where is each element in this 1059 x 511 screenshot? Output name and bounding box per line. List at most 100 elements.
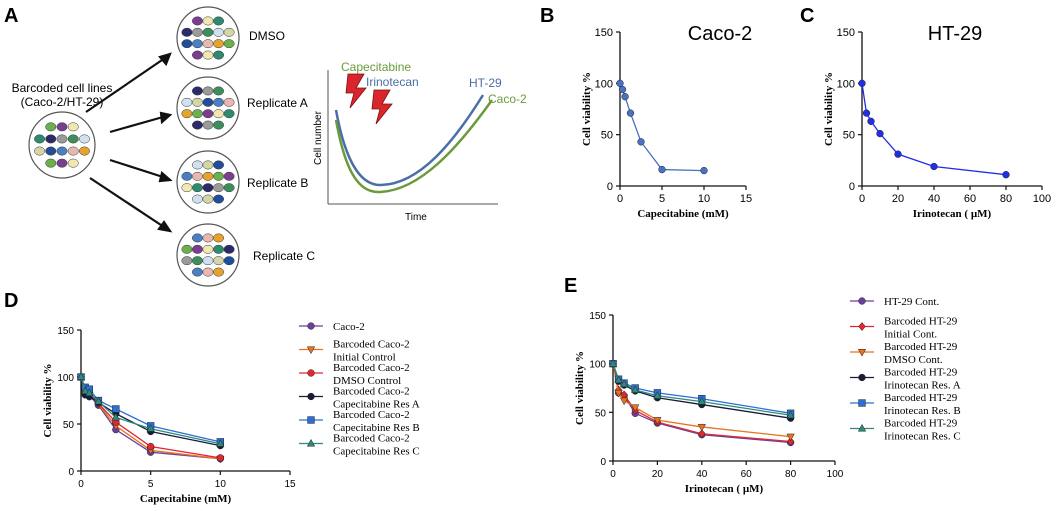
cell-icon	[34, 134, 46, 144]
schematic-xlabel: Time	[405, 212, 427, 223]
y-tick-label: 0	[68, 467, 74, 478]
panel-letter-b: B	[540, 5, 554, 27]
cell-icon	[213, 16, 224, 26]
series-0	[858, 79, 1010, 179]
x-axis-label: Irinotecan ( µM)	[913, 208, 992, 220]
legend-label: Barcoded Caco-2	[333, 433, 410, 445]
x-tick-label: 100	[1033, 193, 1051, 205]
data-point	[608, 359, 618, 367]
dish-outline	[176, 6, 240, 70]
cell-icon	[213, 27, 224, 37]
y-axis-label: Cell viability %	[574, 351, 586, 425]
cell-icon	[192, 109, 203, 119]
chart-b: 0 50 100 150 0 5 10 15 Capecitabine (mM) Cell via…	[581, 23, 752, 220]
source-cell-dish	[28, 111, 96, 179]
data-point	[786, 433, 795, 442]
legend-label: Capecitabine Res A	[333, 399, 420, 411]
data-point	[653, 417, 662, 425]
y-tick-label: 150	[837, 27, 855, 39]
data-point	[867, 117, 875, 125]
data-point	[216, 439, 225, 447]
legend-label: Capecitabine Res C	[333, 446, 420, 458]
chart-title: Caco-2	[688, 23, 752, 45]
legend-label: Initial Control	[333, 352, 396, 364]
cell-icon	[202, 183, 214, 193]
series-line	[619, 83, 705, 172]
data-point	[631, 385, 640, 393]
chart-d: 0 50 100 150 0 5 10 15 Capecitabine (mM) Cell via…	[42, 321, 420, 505]
cell-icon	[67, 134, 79, 144]
dish-replicate-b	[176, 150, 240, 214]
x-tick-label: 40	[928, 193, 940, 205]
series-5	[608, 359, 795, 419]
dish-replicate-c	[176, 223, 240, 287]
legend-label: Barcoded HT-29	[884, 367, 958, 379]
cell-icon	[223, 27, 235, 37]
y-axis-label: Cell viability %	[42, 364, 54, 438]
cell-icon	[202, 256, 214, 266]
cell-icon	[213, 267, 224, 277]
cell-icon	[223, 183, 235, 193]
data-point	[616, 79, 624, 87]
legend-label: Capecitabine Res B	[333, 422, 420, 434]
legend-label: DMSO Control	[333, 375, 401, 387]
data-point	[862, 109, 871, 117]
data-point	[81, 386, 90, 395]
data-point	[930, 162, 938, 171]
cell-icon	[223, 109, 235, 119]
legend-item: HT-29 Cont.	[850, 296, 939, 308]
cell-icon	[67, 122, 79, 132]
y-tick-label: 50	[843, 130, 855, 142]
y-tick-label: 100	[57, 373, 74, 384]
x-tick-label: 0	[78, 479, 84, 490]
x-tick-label: 60	[964, 193, 976, 205]
data-point	[857, 423, 867, 432]
x-axis-label: Irinotecan ( µM)	[685, 483, 764, 495]
legend-label: Initial Cont.	[884, 329, 937, 341]
source-label-line2: (Caco-2/HT-29)	[21, 95, 104, 109]
source-label-line1: Barcoded cell lines	[12, 81, 113, 95]
cell-icon	[78, 146, 90, 156]
data-point	[698, 429, 706, 439]
growth-schematic: Cell number Time Capecitabine Irinotecan…	[313, 60, 527, 223]
data-point	[614, 375, 623, 384]
legend-label: Barcoded HT-29	[884, 341, 958, 353]
data-point	[653, 391, 662, 399]
cell-icon	[181, 244, 193, 254]
x-tick-label: 20	[892, 193, 904, 205]
cell-icon	[202, 86, 214, 96]
condition-label-dmso: DMSO	[249, 29, 285, 43]
arrow-rep-b	[109, 158, 164, 179]
y-axis-label: Cell viability %	[581, 72, 593, 146]
data-point	[216, 454, 224, 462]
data-point	[307, 392, 315, 401]
source-dish	[28, 111, 96, 179]
y-tick-label: 150	[57, 326, 74, 337]
cell-icon	[202, 233, 214, 243]
data-point	[786, 437, 795, 447]
x-tick-label: 0	[610, 469, 616, 480]
cell-icon	[56, 134, 68, 144]
cell-icon	[192, 86, 203, 96]
arrowhead-rep-a	[159, 111, 173, 125]
cell-icon	[202, 160, 214, 170]
cell-icon	[67, 146, 79, 156]
legend-label: Barcoded Caco-2	[333, 386, 410, 398]
cell-icon	[202, 109, 214, 119]
cell-icon	[181, 27, 193, 37]
cell-icon	[223, 171, 235, 181]
cell-icon	[181, 97, 193, 107]
cell-icon	[213, 39, 224, 49]
cell-icon	[213, 109, 224, 119]
panel-letter-c: C	[800, 5, 814, 27]
x-tick-label: 15	[740, 193, 752, 205]
arrowhead-rep-b	[158, 170, 173, 183]
data-point	[626, 109, 635, 117]
data-point	[858, 79, 866, 87]
panel-letter-e: E	[564, 275, 577, 297]
cell-icon	[192, 256, 203, 266]
y-axis-label: Cell viability %	[823, 72, 835, 146]
cell-icon	[213, 50, 224, 60]
